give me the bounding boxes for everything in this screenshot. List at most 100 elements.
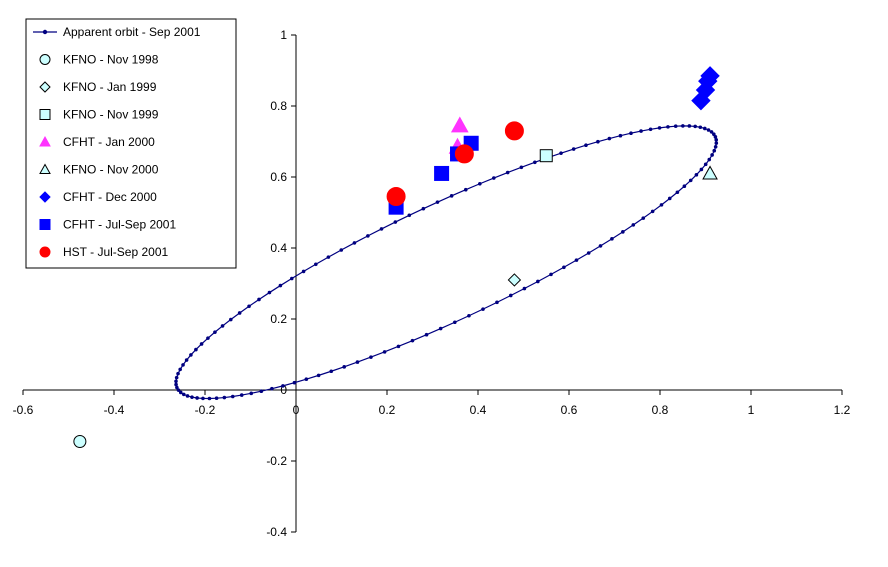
orbit-point	[584, 143, 588, 147]
orbit-point	[703, 162, 708, 167]
x-tick-label: -0.2	[195, 403, 216, 417]
orbit-point	[463, 187, 468, 192]
orbit-point	[213, 330, 217, 334]
orbit-point	[352, 241, 357, 245]
orbit-point	[467, 313, 471, 318]
x-tick-label: -0.4	[104, 403, 125, 417]
orbit-point	[230, 394, 235, 399]
orbit-point	[631, 223, 636, 227]
orbit-point	[178, 390, 183, 395]
orbit-point	[316, 373, 321, 378]
orbit-point	[174, 379, 178, 384]
orbit-point	[342, 365, 347, 369]
orbit-point	[571, 147, 576, 151]
orbit-point	[706, 128, 711, 132]
legend-box	[25, 18, 237, 269]
orbit-point	[410, 338, 415, 343]
legend-label: HST - Jul-Sep 2001	[63, 245, 168, 259]
x-tick-label: 0.6	[561, 403, 578, 417]
orbit-point	[222, 395, 227, 400]
orbit-point	[562, 265, 566, 270]
orbit-point	[666, 125, 670, 129]
y-tick-label: -0.2	[266, 454, 287, 468]
legend-marker	[39, 54, 51, 65]
orbit-point	[586, 251, 591, 255]
orbit-point	[702, 126, 707, 131]
orbit-point	[229, 317, 233, 322]
orbit-point	[650, 209, 655, 214]
orbit-point	[421, 206, 426, 211]
legend-label: KFNO - Jan 1999	[63, 80, 157, 94]
orbit-point	[175, 385, 179, 390]
legend-marker	[39, 135, 51, 147]
orbit-point	[522, 286, 527, 291]
legend-label: KFNO - Nov 1998	[63, 53, 159, 67]
legend-marker	[39, 219, 51, 230]
y-tick-label: 1	[280, 28, 287, 42]
orbit-point	[699, 167, 704, 172]
orbit-point	[239, 393, 244, 397]
orbit-point	[382, 350, 387, 354]
orbit-point	[190, 395, 194, 399]
orbit-point	[481, 307, 485, 311]
orbit-point	[199, 342, 204, 346]
orbit-point	[698, 125, 703, 130]
orbit-point	[220, 324, 225, 328]
orbit-point	[174, 375, 179, 380]
x-tick-label: 0	[293, 403, 300, 417]
orbit-point	[492, 176, 496, 180]
orbit-point	[366, 234, 370, 238]
legend-marker	[39, 191, 51, 203]
orbit-point	[713, 135, 718, 139]
orbit-point	[681, 124, 685, 128]
legend-marker	[39, 163, 51, 174]
orbit-point	[714, 141, 719, 145]
legend-label: CFHT - Jan 2000	[63, 135, 155, 149]
orbit-point	[519, 165, 524, 170]
orbit-point	[694, 173, 699, 177]
orbit-point	[174, 382, 178, 387]
orbit-point	[396, 344, 401, 349]
orbit-point	[687, 124, 692, 128]
data-point	[507, 273, 522, 287]
orbit-point	[278, 283, 283, 288]
data-point	[504, 121, 524, 141]
orbit-point	[712, 132, 716, 137]
orbit-point	[438, 326, 443, 331]
data-point	[700, 66, 720, 86]
orbit-point	[693, 124, 697, 129]
legend: Apparent orbit - Sep 2001 KFNO - Nov 1998…	[25, 18, 237, 269]
orbit-point	[201, 396, 205, 401]
orbit-point	[536, 279, 540, 284]
legend-marker	[42, 29, 48, 35]
orbit-point	[292, 380, 297, 385]
orbit-point	[598, 244, 603, 248]
data-point	[450, 116, 469, 133]
orbit-series	[174, 124, 719, 401]
orbit-point	[181, 392, 186, 397]
orbit-point	[314, 262, 318, 267]
orbit-point	[673, 124, 678, 128]
legend-marker	[39, 109, 51, 120]
y-tick-label: 0.8	[270, 99, 287, 113]
y-tick-label: 0	[280, 383, 287, 397]
orbit-point	[505, 170, 510, 175]
data-point	[702, 165, 718, 180]
orbit-point	[596, 139, 600, 144]
orbit-point	[495, 300, 499, 305]
orbit-point	[355, 360, 360, 364]
orbit-point	[709, 130, 714, 134]
orbit-point	[379, 227, 384, 231]
orbit-point	[607, 136, 612, 141]
orbit-point	[659, 203, 664, 207]
orbit-point	[712, 148, 717, 153]
orbit-point	[339, 248, 344, 252]
orbit-point	[549, 272, 553, 277]
legend-marker	[39, 81, 51, 93]
orbit-point	[249, 391, 254, 396]
x-tick-label: 0.8	[652, 403, 669, 417]
orbit-point	[478, 181, 482, 186]
orbit-point	[639, 129, 643, 133]
axes: -0.6 -0.4 -0.2 0 0.2 0.4 0.6 0.8 1 1.2 -0.4 -0.2 0 0.…	[13, 28, 851, 539]
